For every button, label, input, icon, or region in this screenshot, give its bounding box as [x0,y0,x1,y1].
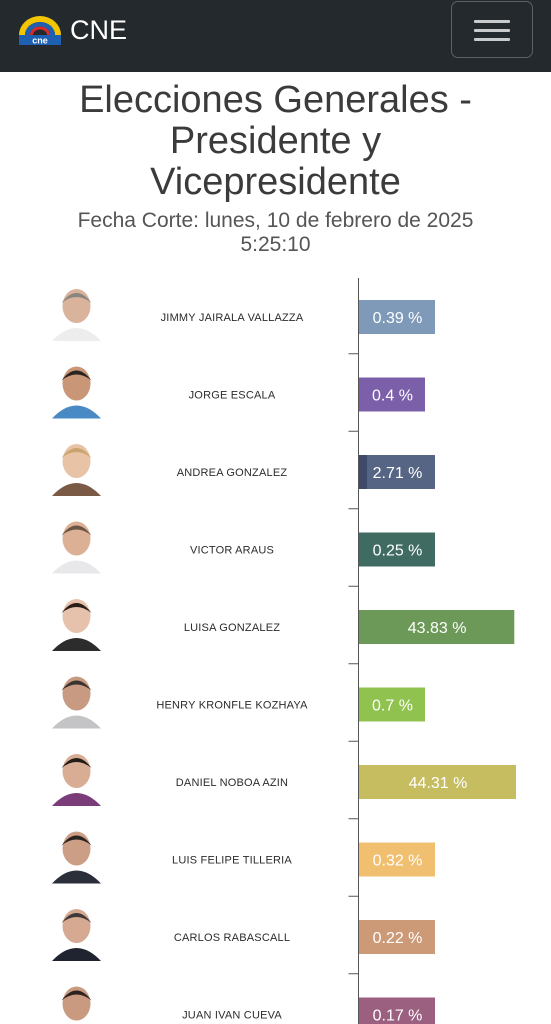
photo-hair [61,758,92,768]
photo-shoulders [52,870,101,884]
candidate-row: VICTOR ARAUS 0.25 % [46,513,435,587]
result-value: 0.22 % [373,930,423,947]
candidate-name: DANIEL NOBOA AZIN [176,777,288,789]
result-bar [359,997,435,1024]
candidate-name: ANDREA GONZALEZ [177,467,288,479]
brand-link[interactable]: cne CNE [16,12,127,48]
photo-shoulders [52,638,101,651]
photo-hair [61,293,92,303]
candidate-name: CARLOS RABASCALL [174,932,290,944]
photo-shoulders [52,405,101,419]
cutoff-date: Fecha Corte: lunes, 10 de febrero de 202… [0,209,551,257]
photo-shoulders [52,793,101,806]
photo-hair [61,370,92,381]
candidate-row: LUIS FELIPE TILLERIA 0.32 % [46,823,435,897]
candidate-name: JUAN IVAN CUEVA [182,1010,282,1022]
candidate-name: HENRY KRONFLE KOZHAYA [156,700,308,712]
photo-hair [61,680,92,691]
photo-hair [61,603,92,613]
result-value: 2.71 % [373,465,423,482]
result-value: 0.4 % [372,388,413,405]
title-line: Presidente y [169,120,382,162]
result-value: 0.25 % [373,543,423,560]
navbar: cne CNE [0,0,551,72]
candidate-row: DANIEL NOBOA AZIN 44.31 % [46,746,516,820]
candidate-row: JORGE ESCALA 0.4 % [46,358,425,432]
candidate-row: JIMMY JAIRALA VALLAZZA 0.39 % [46,281,435,355]
photo-shoulders [52,483,101,496]
candidate-name: LUISA GONZALEZ [184,622,280,634]
cutoff-time-line: 5:25:10 [240,233,311,256]
photo-shoulders [52,948,101,961]
results-bar-chart: JIMMY JAIRALA VALLAZZA 0.39 % JORGE ESCALA… [46,278,516,1024]
result-bar [359,455,435,489]
result-bar [359,687,425,722]
candidate-name: JORGE ESCALA [189,390,276,402]
candidate-photo [46,591,107,651]
page-title: Elecciones Generales - Presidente y Vice… [0,80,551,203]
result-value: 44.31 % [409,775,468,792]
result-bar [359,532,435,567]
photo-shoulders [52,560,101,574]
logo-text: cne [32,36,48,46]
photo-hair [61,525,92,536]
result-bar [359,920,435,954]
result-value: 0.32 % [373,853,423,870]
candidate-name: LUIS FELIPE TILLERIA [172,855,292,867]
result-value: 0.7 % [372,698,413,715]
candidate-row: HENRY KRONFLE KOZHAYA 0.7 % [46,668,425,742]
cne-logo-icon: cne [19,16,61,46]
photo-hair [61,835,92,846]
hamburger-bar-icon [474,20,510,23]
result-value: 0.17 % [373,1008,423,1024]
result-value: 43.83 % [408,620,467,637]
result-bar [359,765,516,799]
result-bar [359,300,435,334]
photo-hair [61,990,92,1001]
candidate-photo [46,978,107,1024]
title-line: Elecciones Generales - [79,79,472,121]
result-bar [359,842,435,877]
photo-hair [61,448,92,458]
hamburger-menu-button[interactable] [451,1,533,58]
photo-hair [61,913,92,923]
candidate-photo [46,668,107,729]
candidate-photo [46,823,107,884]
candidate-photo [46,281,107,341]
result-value: 0.39 % [373,310,423,327]
candidate-photo [46,746,107,806]
candidate-row: LUISA GONZALEZ 43.83 % [46,591,515,665]
result-bar [359,377,425,412]
candidate-photo [46,436,107,496]
candidate-row: ANDREA GONZALEZ 2.71 % [46,436,435,510]
candidate-row: CARLOS RABASCALL 0.22 % [46,901,435,975]
title-line: Vicepresidente [150,161,401,203]
cutoff-date-line: Fecha Corte: lunes, 10 de febrero de 202… [77,209,474,232]
candidate-photo [46,901,107,961]
candidate-name: JIMMY JAIRALA VALLAZZA [161,312,304,324]
brand-name: CNE [70,15,128,45]
photo-shoulders [52,715,101,729]
candidate-row: JUAN IVAN CUEVA 0.17 % [46,978,435,1024]
result-bar [359,610,515,644]
candidate-name: VICTOR ARAUS [190,545,274,557]
hamburger-bar-icon [474,29,510,32]
photo-shoulders [52,328,101,341]
hamburger-bar-icon [474,38,510,41]
candidate-photo [46,358,107,419]
candidate-photo [46,513,107,574]
result-bar-fill [359,455,367,489]
